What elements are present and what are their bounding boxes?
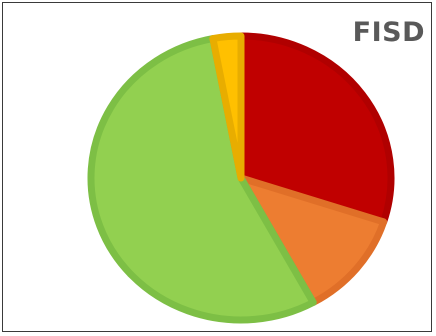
slice-orange xyxy=(237,174,388,306)
slice-yellow xyxy=(209,32,245,182)
slice-red xyxy=(237,32,395,226)
chart-title: FISD xyxy=(352,17,425,48)
pie-chart xyxy=(87,32,395,324)
chart-area: FISD xyxy=(2,2,432,332)
slice-green xyxy=(87,35,317,324)
